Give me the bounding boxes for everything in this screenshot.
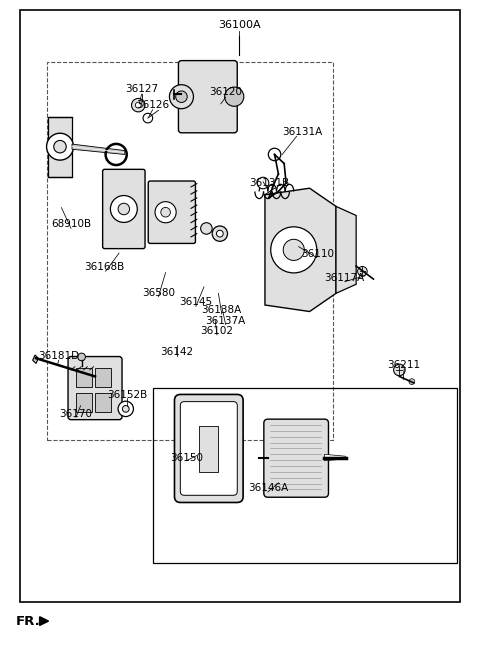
Text: 36181D: 36181D: [38, 350, 79, 361]
Text: 36152B: 36152B: [107, 389, 147, 400]
Polygon shape: [265, 188, 336, 312]
Circle shape: [225, 87, 244, 106]
Text: 36137A: 36137A: [205, 315, 246, 326]
Text: 36580: 36580: [142, 288, 175, 299]
Circle shape: [122, 406, 129, 412]
Polygon shape: [336, 206, 356, 293]
FancyBboxPatch shape: [179, 60, 237, 133]
Circle shape: [54, 140, 66, 153]
Circle shape: [257, 177, 269, 189]
Circle shape: [161, 208, 170, 217]
Text: 36127: 36127: [125, 84, 158, 94]
Circle shape: [47, 133, 73, 160]
FancyBboxPatch shape: [175, 395, 243, 502]
Text: 36168B: 36168B: [84, 262, 125, 273]
Text: 36211: 36211: [387, 360, 421, 370]
Circle shape: [110, 195, 137, 223]
Polygon shape: [33, 355, 38, 363]
Polygon shape: [48, 117, 72, 177]
Circle shape: [169, 85, 193, 108]
FancyBboxPatch shape: [148, 181, 195, 243]
Circle shape: [143, 114, 153, 123]
FancyBboxPatch shape: [264, 419, 328, 497]
Bar: [199, 426, 218, 472]
Circle shape: [135, 103, 141, 108]
Text: 68910B: 68910B: [51, 219, 91, 229]
FancyBboxPatch shape: [103, 169, 145, 249]
Circle shape: [283, 239, 304, 260]
Text: 36142: 36142: [160, 347, 193, 357]
FancyBboxPatch shape: [68, 356, 122, 420]
Circle shape: [78, 353, 85, 361]
Text: 36126: 36126: [136, 100, 169, 110]
Circle shape: [155, 202, 176, 223]
Text: 36146A: 36146A: [248, 483, 288, 493]
Circle shape: [201, 223, 212, 234]
Circle shape: [409, 379, 415, 384]
Text: 36150: 36150: [170, 452, 203, 463]
Polygon shape: [324, 454, 346, 461]
Circle shape: [118, 401, 133, 417]
Circle shape: [358, 267, 367, 276]
Circle shape: [176, 91, 187, 103]
Polygon shape: [72, 144, 125, 154]
Circle shape: [118, 203, 130, 215]
Text: 36131B: 36131B: [249, 178, 289, 188]
Text: 36145: 36145: [179, 297, 213, 307]
Circle shape: [268, 148, 281, 161]
Circle shape: [271, 227, 317, 273]
Text: 36100A: 36100A: [218, 19, 260, 30]
Bar: [95, 393, 111, 412]
Circle shape: [394, 364, 405, 376]
Text: FR.: FR.: [15, 615, 40, 628]
Text: 36120: 36120: [209, 87, 242, 97]
Circle shape: [132, 99, 145, 112]
Bar: [47, 62, 333, 440]
FancyBboxPatch shape: [180, 402, 237, 495]
Text: 36117A: 36117A: [324, 273, 365, 283]
Circle shape: [216, 230, 223, 237]
Text: 36138A: 36138A: [202, 305, 242, 315]
Text: 36110: 36110: [301, 249, 334, 260]
Bar: [95, 368, 111, 387]
Circle shape: [212, 226, 228, 241]
Bar: [76, 393, 92, 412]
Text: 36131A: 36131A: [282, 127, 323, 137]
Text: 36102: 36102: [201, 326, 233, 336]
Bar: [76, 368, 92, 387]
Text: 36170: 36170: [60, 409, 92, 419]
Bar: [153, 388, 457, 563]
